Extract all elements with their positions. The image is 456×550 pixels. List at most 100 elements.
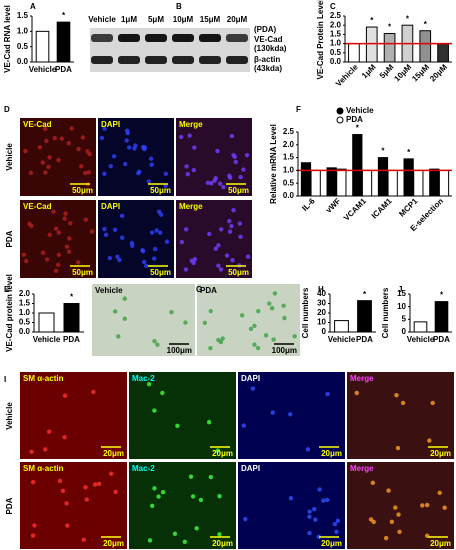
y-tick-label: 2.0 (19, 289, 31, 298)
cell (84, 497, 89, 502)
cell (103, 232, 109, 237)
bar (300, 162, 312, 197)
cell (152, 486, 157, 491)
row-label: Vehicle (5, 402, 14, 430)
x-tick-label: Vehicle (33, 335, 61, 344)
bar (438, 169, 450, 197)
cell (109, 471, 114, 476)
y-tick-label: 0 (322, 327, 327, 336)
cell (117, 257, 122, 263)
lane-label: 1μM (121, 15, 137, 24)
cell (188, 474, 194, 479)
micrograph (129, 372, 236, 459)
significance: * (407, 148, 411, 157)
channel-label: SM α-actin (23, 374, 64, 383)
row-label: PDA (5, 497, 14, 514)
cell (288, 496, 294, 501)
cell (44, 138, 49, 144)
lane-label: 5μM (148, 15, 164, 24)
band (91, 34, 113, 42)
cell (46, 429, 52, 434)
cell (325, 497, 330, 503)
cell (28, 170, 34, 176)
cell (169, 309, 174, 315)
cell (393, 505, 398, 510)
x-tick-label: PDA (356, 335, 373, 344)
cell (192, 256, 198, 262)
micrograph (20, 118, 96, 196)
cell (81, 537, 86, 542)
cell (154, 228, 159, 233)
cell (91, 389, 96, 395)
cell (288, 412, 293, 417)
cell (80, 135, 86, 140)
cell (99, 135, 105, 141)
channel-label: VE-Cad (23, 202, 52, 211)
scale-label: 100μm (272, 346, 297, 355)
cell (325, 391, 330, 397)
cell (37, 145, 43, 150)
cell (252, 342, 257, 347)
cell (66, 249, 72, 254)
cell (183, 320, 188, 325)
cell (144, 263, 149, 268)
cell (395, 445, 401, 451)
cell (24, 258, 29, 264)
y-tick-label: 10 (317, 318, 326, 327)
significance: * (62, 11, 66, 20)
cell (83, 217, 88, 222)
cell (191, 260, 196, 266)
cell (183, 227, 189, 232)
y-tick-label: 0.5 (283, 178, 295, 187)
scale-label: 50μm (72, 268, 93, 277)
cell (292, 334, 297, 339)
lane-label: 10μM (173, 15, 194, 24)
cell (57, 478, 63, 484)
cell (164, 239, 170, 244)
cell (243, 516, 248, 522)
panel-letter: D (4, 105, 10, 114)
cell (272, 291, 278, 296)
band (91, 56, 113, 64)
cell (137, 169, 142, 175)
channel-label: SM α-actin (23, 464, 64, 473)
cell (125, 131, 130, 136)
cell (102, 226, 107, 232)
cell (216, 263, 221, 268)
cell (89, 229, 95, 234)
channel-label: DAPI (101, 202, 120, 211)
channel-label: Merge (179, 120, 203, 129)
cell (205, 180, 211, 186)
cell (119, 213, 125, 219)
y-tick-label: 15 (397, 289, 406, 298)
cell (56, 230, 61, 235)
y-tick-label: 0.0 (19, 327, 31, 336)
cell (40, 250, 46, 256)
x-tick-label: Vehicle (328, 335, 356, 344)
cell (217, 494, 222, 499)
band (118, 34, 140, 42)
micrograph (20, 462, 127, 549)
cell (217, 181, 223, 186)
cell (307, 530, 312, 536)
legend-marker (336, 107, 344, 115)
legend-marker (336, 116, 344, 124)
cell (394, 392, 399, 398)
y-tick-label: 2.0 (283, 140, 295, 149)
cell (111, 154, 117, 159)
cell (190, 494, 196, 499)
cell (215, 448, 221, 453)
panel-letter: C (330, 2, 336, 11)
x-tick-label: PDA (55, 65, 72, 74)
cell (175, 423, 180, 428)
cell (400, 400, 406, 406)
cell (239, 313, 245, 318)
channel-label: Mac-2 (132, 464, 155, 473)
cell (107, 255, 113, 261)
significance: * (370, 16, 374, 25)
cell (30, 533, 36, 538)
cell (227, 218, 232, 224)
cell (147, 538, 153, 543)
cell (231, 207, 236, 213)
micrograph (98, 118, 174, 196)
